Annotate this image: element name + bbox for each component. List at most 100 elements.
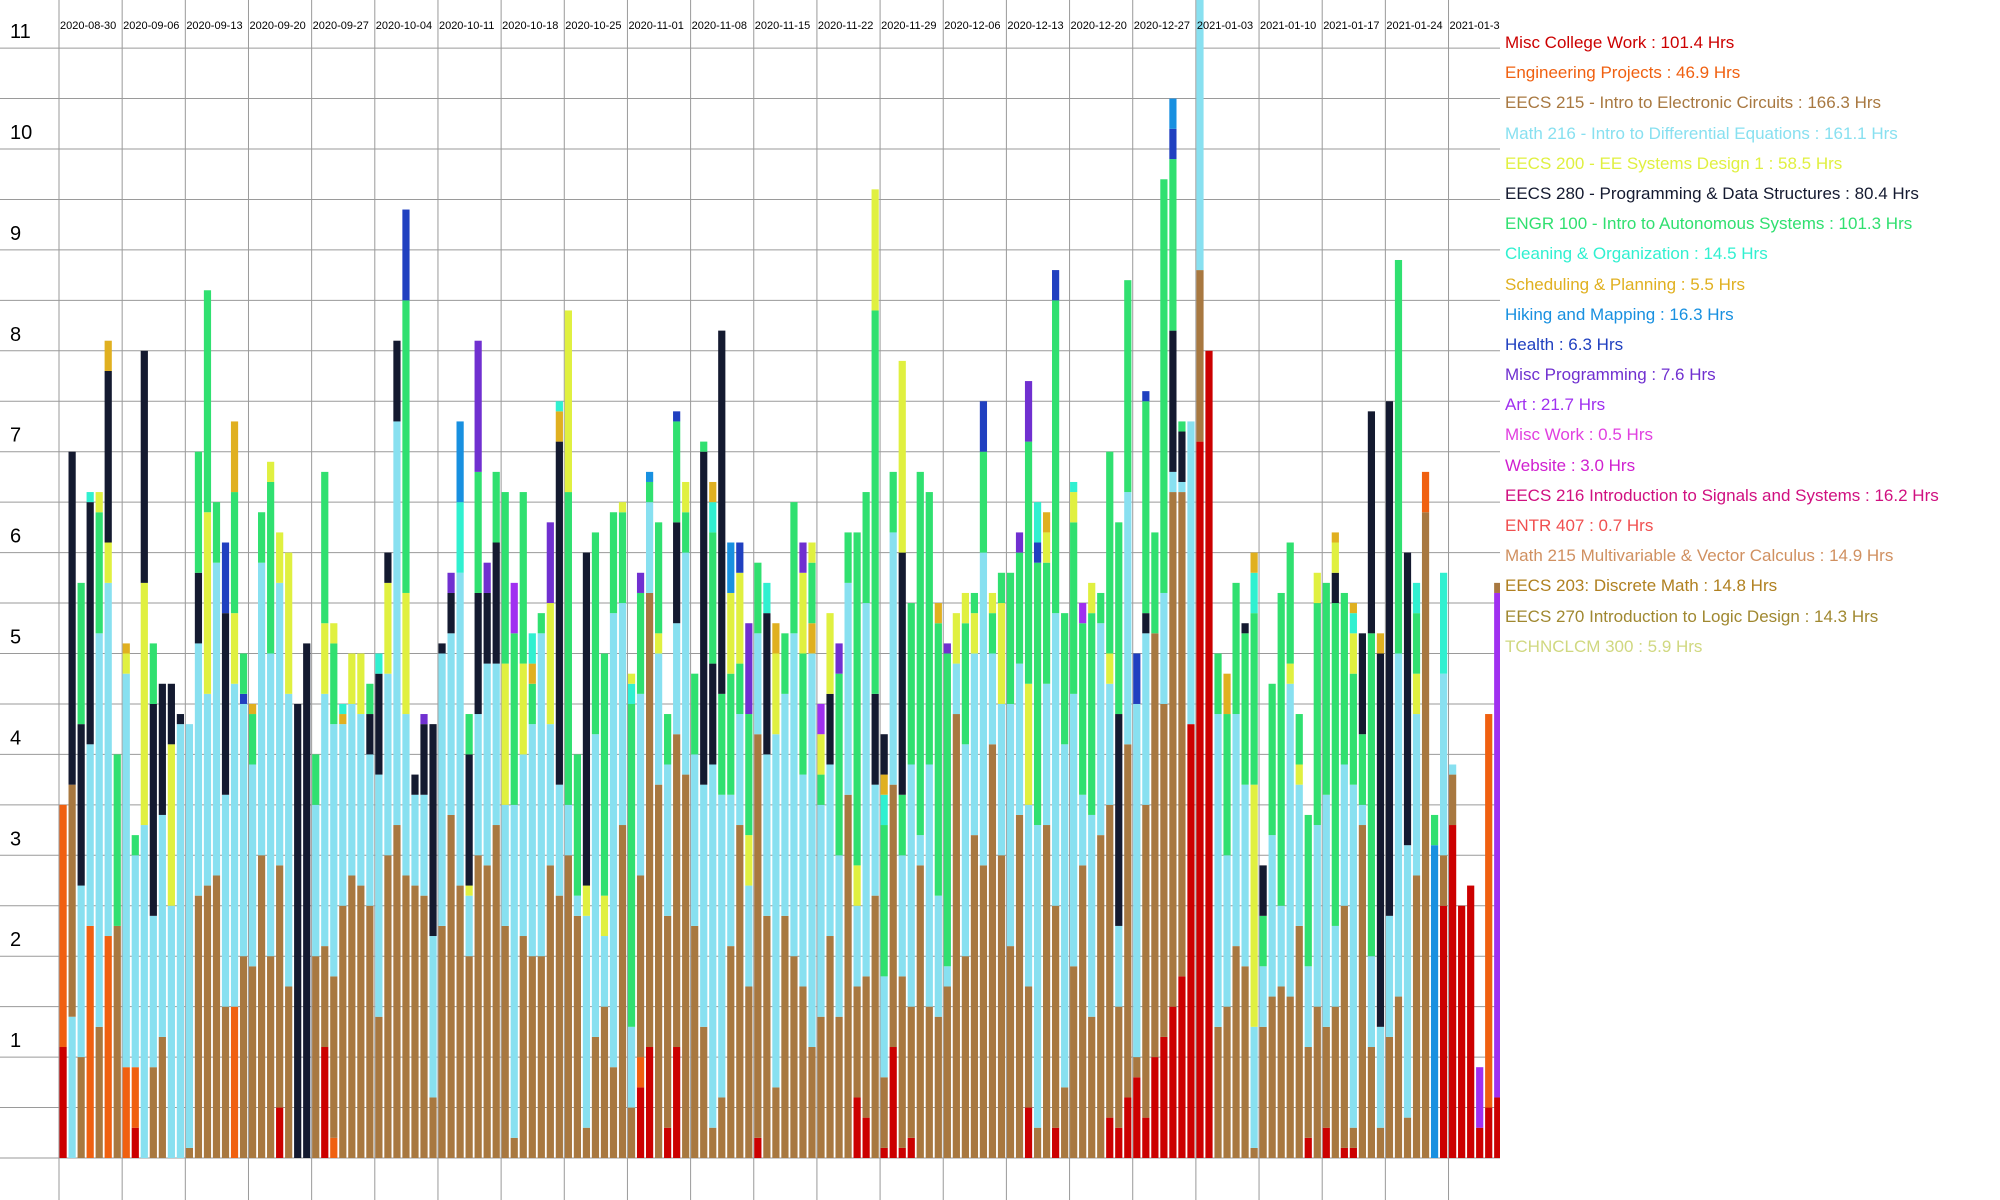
- y-tick-label: 5: [10, 627, 21, 649]
- bar-segment: [510, 582, 518, 634]
- bar-segment: [59, 804, 67, 1048]
- bar-segment: [835, 673, 843, 856]
- bar-segment: [682, 774, 690, 1158]
- bar-segment: [1295, 714, 1303, 765]
- bar-segment: [267, 956, 275, 1158]
- bar-segment: [321, 623, 329, 694]
- bar-segment: [1151, 532, 1159, 634]
- bar-segment: [95, 1026, 103, 1158]
- bar-segment: [194, 643, 203, 896]
- bar-segment: [1088, 1016, 1096, 1158]
- bar-segment: [1449, 825, 1457, 1158]
- bar-segment: [1268, 683, 1276, 836]
- bar-segment: [1340, 905, 1348, 1148]
- bar-segment: [573, 895, 581, 916]
- bar-segment: [366, 714, 374, 755]
- bar-segment: [925, 492, 933, 765]
- bar-segment: [862, 492, 870, 604]
- bar-segment: [194, 572, 203, 644]
- y-tick-label: 1: [10, 1030, 21, 1052]
- bar-segment: [1376, 1026, 1385, 1128]
- legend-entry: TCHNCLCM 300 : 5.9 Hrs: [1505, 636, 1703, 656]
- bar-segment: [492, 542, 500, 664]
- legend-entry: Misc College Work : 101.4 Hrs: [1505, 33, 1735, 52]
- bar-segment: [573, 915, 581, 1158]
- bar-segment: [979, 451, 988, 553]
- legend-entry: Art : 21.7 Hrs: [1505, 395, 1606, 415]
- bar-segment: [772, 1087, 780, 1158]
- bar-segment: [844, 582, 852, 795]
- bar-segment: [1133, 1077, 1141, 1158]
- bar-segment: [68, 1016, 76, 1158]
- bar-segment: [943, 653, 951, 967]
- bar-segment: [1349, 633, 1357, 674]
- bar-segment: [167, 905, 175, 1158]
- bar-segment: [1160, 179, 1168, 593]
- bar-segment: [77, 1057, 85, 1158]
- bar-segment: [907, 1006, 915, 1138]
- bar-segment: [1106, 1117, 1114, 1158]
- bar-segment: [1169, 1006, 1177, 1158]
- bar-segment: [1015, 663, 1024, 815]
- bar-segment: [1286, 663, 1294, 684]
- bar-segment: [330, 976, 338, 1138]
- bar-segment: [736, 825, 744, 1158]
- bar-segment: [483, 562, 491, 593]
- bar-segment: [1313, 603, 1321, 826]
- bar-segment: [691, 754, 699, 926]
- bar-segment: [1133, 1057, 1141, 1078]
- bar-segment: [555, 441, 563, 785]
- bar-segment: [1250, 784, 1258, 1027]
- bar-segment: [366, 683, 374, 715]
- bar-segment: [474, 471, 482, 593]
- bar-segment: [1376, 633, 1385, 654]
- bar-segment: [1358, 804, 1366, 826]
- bar-segment: [1124, 280, 1132, 493]
- bar-segment: [1304, 1047, 1312, 1138]
- bar-segment: [700, 784, 708, 1027]
- bar-segment: [140, 825, 148, 1158]
- bar-segment: [645, 592, 654, 1048]
- bar-segment: [799, 986, 807, 1158]
- bar-segment: [808, 562, 816, 624]
- bar-segment: [1376, 1127, 1385, 1158]
- bar-segment: [609, 1067, 618, 1158]
- bar-segment: [907, 1137, 915, 1158]
- legend-entry: Misc Work : 0.5 Hrs: [1505, 425, 1653, 445]
- y-tick-label: 9: [10, 223, 21, 245]
- bar-segment: [384, 552, 392, 583]
- bar-segment: [627, 673, 636, 684]
- bar-segment: [1124, 744, 1132, 1098]
- bar-segment: [402, 592, 410, 715]
- y-tick-label: 6: [10, 526, 21, 548]
- bar-segment: [826, 936, 834, 1158]
- bar-segment: [474, 592, 482, 715]
- bar-segment: [1331, 925, 1339, 1007]
- bar-segment: [1024, 683, 1033, 805]
- bar-segment: [140, 350, 148, 583]
- bar-segment: [826, 764, 834, 937]
- bar-segment: [501, 663, 509, 805]
- bar-segment: [537, 633, 545, 957]
- bar-segment: [979, 401, 988, 452]
- bar-segment: [862, 603, 870, 977]
- bar-stacks: [59, 0, 1500, 1158]
- bar-segment: [474, 855, 482, 1158]
- bar-segment: [754, 734, 762, 1138]
- bar-segment: [1340, 1147, 1348, 1158]
- bar-segment: [1052, 300, 1060, 614]
- bar-segment: [303, 643, 311, 1158]
- x-tick-label: 2020-11-01: [628, 20, 683, 32]
- bar-segment: [1412, 582, 1421, 614]
- bar-segment: [907, 764, 915, 1007]
- bar-segment: [230, 683, 239, 1007]
- bar-segment: [889, 1047, 897, 1158]
- bar-segment: [609, 613, 618, 1068]
- bar-segment: [1042, 532, 1051, 563]
- bar-segment: [916, 835, 924, 866]
- bar-segment: [492, 471, 500, 543]
- bar-segment: [1124, 1097, 1132, 1158]
- bar-segment: [203, 290, 212, 513]
- bar-segment: [961, 623, 969, 745]
- bar-segment: [970, 653, 979, 836]
